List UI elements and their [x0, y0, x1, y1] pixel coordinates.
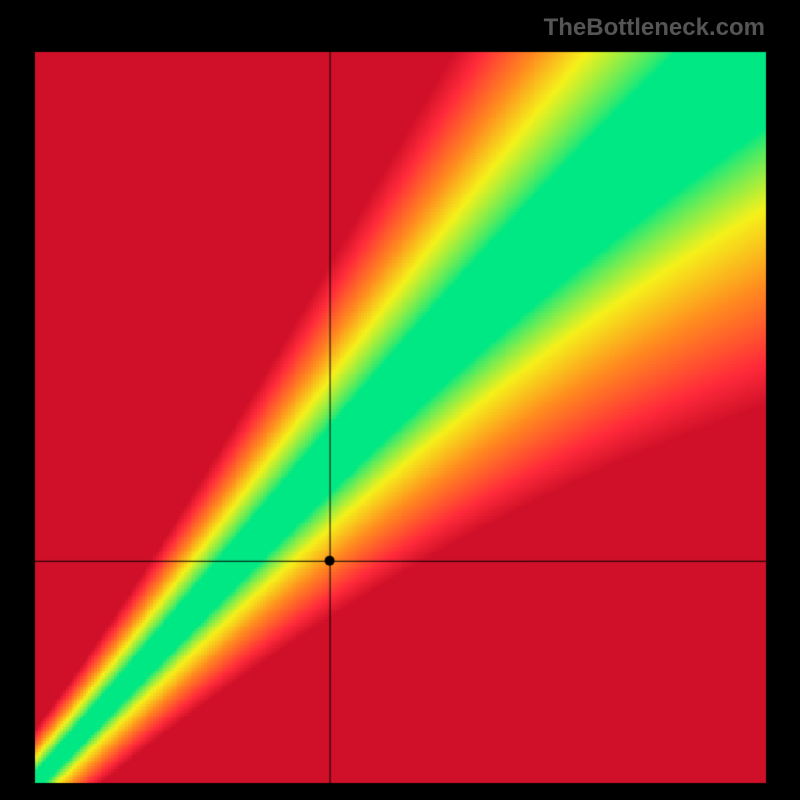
heatmap-plot: [35, 52, 766, 783]
watermark-text: TheBottleneck.com: [544, 14, 765, 42]
